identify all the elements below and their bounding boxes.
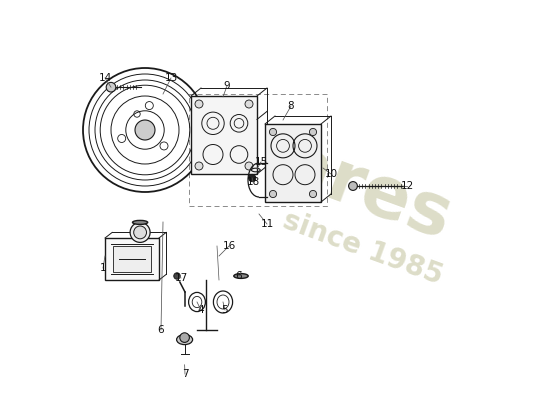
Text: 7: 7 xyxy=(182,369,188,379)
Circle shape xyxy=(195,162,203,170)
Text: 9: 9 xyxy=(224,81,230,91)
Text: 1: 1 xyxy=(100,263,106,273)
Text: 8: 8 xyxy=(288,101,294,111)
Text: 15: 15 xyxy=(254,157,268,167)
Text: 14: 14 xyxy=(98,73,112,83)
Bar xyxy=(113,246,151,272)
Bar xyxy=(265,124,321,202)
Circle shape xyxy=(130,222,150,242)
Text: 5: 5 xyxy=(222,305,228,315)
Circle shape xyxy=(174,273,180,279)
Bar xyxy=(191,96,257,174)
Text: 18: 18 xyxy=(246,177,260,187)
Circle shape xyxy=(180,333,189,342)
Bar xyxy=(105,238,159,280)
Circle shape xyxy=(270,190,277,198)
Circle shape xyxy=(310,190,317,198)
Circle shape xyxy=(134,226,146,239)
Text: 6: 6 xyxy=(236,271,243,281)
Circle shape xyxy=(270,128,277,136)
Circle shape xyxy=(249,174,256,182)
Text: 11: 11 xyxy=(260,219,274,229)
Ellipse shape xyxy=(133,220,148,224)
Circle shape xyxy=(106,82,116,92)
Circle shape xyxy=(245,162,253,170)
Ellipse shape xyxy=(234,274,248,278)
Text: 10: 10 xyxy=(324,169,338,179)
Circle shape xyxy=(195,100,203,108)
Text: 6: 6 xyxy=(158,325,164,335)
Circle shape xyxy=(135,120,155,140)
Circle shape xyxy=(310,128,317,136)
Ellipse shape xyxy=(177,334,192,344)
Text: since 1985: since 1985 xyxy=(279,206,447,290)
Circle shape xyxy=(349,182,358,190)
Text: 17: 17 xyxy=(174,273,188,283)
Circle shape xyxy=(245,100,253,108)
Text: 12: 12 xyxy=(400,181,414,191)
Text: 4: 4 xyxy=(197,305,204,315)
Text: 16: 16 xyxy=(222,241,235,251)
Text: 13: 13 xyxy=(164,73,178,83)
Bar xyxy=(189,94,327,206)
Text: ares: ares xyxy=(272,130,461,254)
